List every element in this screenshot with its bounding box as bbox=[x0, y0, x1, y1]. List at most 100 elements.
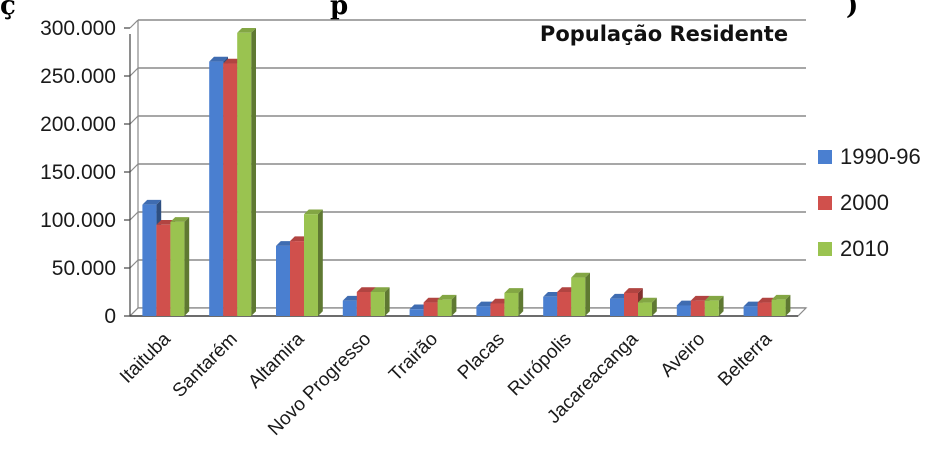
gridline-side bbox=[129, 19, 139, 29]
bar-front bbox=[304, 214, 318, 316]
bar-side bbox=[518, 288, 524, 316]
category-label: Itaituba bbox=[116, 328, 175, 387]
bar-front bbox=[624, 292, 638, 316]
bar-top bbox=[704, 295, 724, 301]
bar-front bbox=[676, 305, 691, 316]
bar-top bbox=[237, 28, 256, 33]
bar-side bbox=[585, 272, 590, 316]
header-fragment-right: ) bbox=[846, 0, 858, 21]
y-tick-label: 250.000 bbox=[40, 65, 116, 88]
legend-swatch bbox=[818, 196, 832, 210]
bar-top bbox=[437, 294, 457, 300]
bar bbox=[504, 288, 524, 316]
y-tick-label: 150.000 bbox=[40, 161, 116, 184]
bar-front bbox=[409, 309, 424, 316]
category-label: Belterra bbox=[714, 328, 776, 390]
bar-top bbox=[356, 287, 376, 292]
bar bbox=[304, 209, 323, 316]
bar-front bbox=[757, 302, 772, 316]
bar-front bbox=[743, 306, 758, 316]
bar-top bbox=[638, 297, 657, 303]
bar-front bbox=[557, 292, 572, 316]
header-fragment-left: ç bbox=[0, 0, 16, 21]
bar-front bbox=[437, 299, 452, 316]
chart-title: População Residente bbox=[540, 22, 788, 46]
y-axis: 0 50.000 100.000 150.000 200.000 250.000 300.0… bbox=[40, 17, 131, 328]
y-tick-label: 50.000 bbox=[52, 257, 116, 280]
bar-top bbox=[209, 56, 228, 62]
bar-front bbox=[356, 292, 371, 316]
gridline-side bbox=[129, 163, 139, 173]
bar-top bbox=[690, 295, 710, 301]
cut-off-header: ç p ) bbox=[0, 0, 858, 21]
bar-front bbox=[142, 204, 157, 316]
bar-top bbox=[142, 199, 162, 205]
bar-front bbox=[638, 302, 652, 316]
bar-front bbox=[209, 61, 224, 316]
bar bbox=[571, 272, 590, 316]
legend-label: 2010 bbox=[840, 236, 889, 261]
gridline-side bbox=[129, 115, 139, 125]
bar bbox=[370, 287, 390, 316]
category-label: Aveiro bbox=[657, 329, 710, 382]
bar-top bbox=[624, 288, 643, 293]
legend-label: 2000 bbox=[840, 190, 889, 215]
legend-item: 2000 bbox=[818, 190, 889, 215]
bar bbox=[170, 217, 190, 316]
bar-side bbox=[384, 287, 390, 316]
bar bbox=[638, 297, 657, 316]
bar-front bbox=[504, 292, 519, 316]
gridline-side bbox=[129, 67, 139, 77]
bar-top bbox=[304, 209, 323, 215]
bar-front bbox=[290, 241, 304, 316]
bar-front bbox=[223, 63, 238, 316]
bar-front bbox=[771, 299, 786, 316]
legend-item: 1990-96 bbox=[818, 144, 921, 169]
y-tick-label: 300.000 bbox=[40, 17, 116, 40]
legend: 1990-96 2000 2010 bbox=[818, 144, 921, 261]
bar-series bbox=[142, 28, 791, 317]
legend-swatch bbox=[818, 242, 832, 256]
bar-side bbox=[251, 28, 256, 316]
bar-front bbox=[156, 224, 171, 316]
gridline-side bbox=[129, 211, 139, 221]
bar-side bbox=[451, 294, 457, 316]
bar-top bbox=[170, 217, 190, 222]
bar-front bbox=[342, 300, 357, 316]
y-tick-label: 100.000 bbox=[40, 209, 116, 232]
gridline-side bbox=[129, 259, 139, 269]
bar-top bbox=[771, 294, 791, 300]
bar-front bbox=[704, 300, 719, 316]
category-label: Santarém bbox=[169, 329, 242, 402]
category-label: Altamira bbox=[244, 328, 308, 392]
bar-top bbox=[571, 272, 590, 278]
bar-side bbox=[184, 217, 190, 316]
bar bbox=[437, 294, 457, 316]
category-label: Placas bbox=[454, 329, 509, 384]
bar-front bbox=[423, 302, 438, 316]
bar-side bbox=[652, 297, 657, 316]
bar-front bbox=[276, 245, 290, 316]
category-label: Trairão bbox=[385, 329, 442, 386]
y-tick-label: 0 bbox=[104, 305, 116, 328]
bar bbox=[237, 28, 256, 317]
bar-front bbox=[237, 32, 252, 317]
legend-item: 2010 bbox=[818, 236, 889, 261]
bar-side bbox=[718, 295, 724, 316]
bar-front bbox=[610, 298, 624, 316]
bar bbox=[704, 295, 724, 316]
legend-swatch bbox=[818, 150, 832, 164]
category-label: Rurópolis bbox=[504, 329, 576, 401]
bar-front bbox=[476, 306, 491, 316]
bar-top bbox=[504, 288, 524, 293]
bar-side bbox=[318, 209, 323, 316]
bar-side bbox=[785, 294, 791, 316]
bar-front bbox=[690, 300, 705, 316]
bar-front bbox=[170, 221, 185, 316]
y-tick-label: 200.000 bbox=[40, 113, 116, 136]
bar-top bbox=[370, 287, 390, 292]
bar-front bbox=[571, 277, 586, 316]
bar-front bbox=[370, 292, 385, 316]
